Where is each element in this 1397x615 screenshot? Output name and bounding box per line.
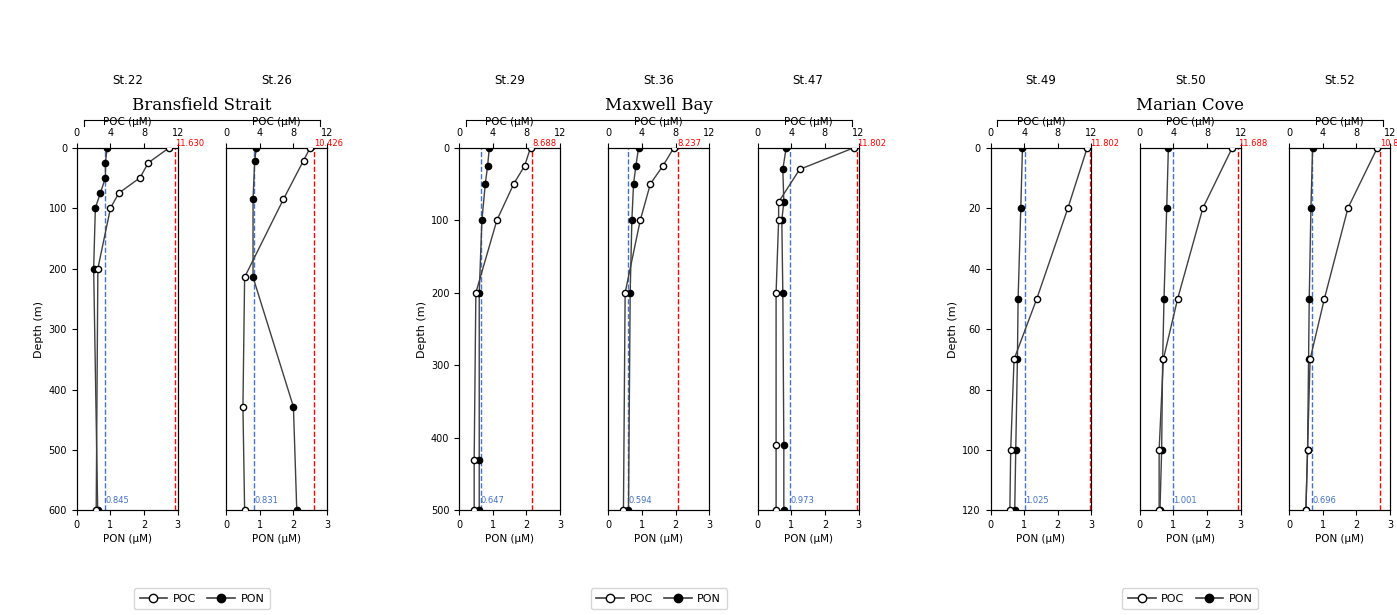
Legend: POC, PON: POC, PON	[591, 589, 726, 609]
Title: St.50: St.50	[1175, 74, 1206, 87]
X-axis label: POC (μM): POC (μM)	[253, 117, 300, 127]
Y-axis label: Depth (m): Depth (m)	[35, 301, 45, 357]
Text: Bransfield Strait: Bransfield Strait	[133, 97, 271, 114]
Text: 0.973: 0.973	[791, 496, 814, 505]
Text: 8.688: 8.688	[532, 138, 556, 148]
Legend: POC, PON: POC, PON	[1122, 589, 1259, 609]
X-axis label: PON (μM): PON (μM)	[103, 534, 152, 544]
Text: 0.845: 0.845	[105, 496, 129, 505]
X-axis label: POC (μM): POC (μM)	[784, 117, 833, 127]
Text: 0.831: 0.831	[254, 496, 278, 505]
Y-axis label: Depth (m): Depth (m)	[416, 301, 426, 357]
Text: 0.647: 0.647	[481, 496, 504, 505]
X-axis label: PON (μM): PON (μM)	[1165, 534, 1215, 544]
Text: 10.426: 10.426	[314, 138, 342, 148]
Text: 10.838: 10.838	[1380, 138, 1397, 148]
Text: 11.802: 11.802	[1090, 138, 1119, 148]
Text: 1.001: 1.001	[1173, 496, 1197, 505]
Text: 0.594: 0.594	[629, 496, 652, 505]
X-axis label: POC (μM): POC (μM)	[103, 117, 152, 127]
Text: 8.237: 8.237	[678, 138, 701, 148]
Text: 0.696: 0.696	[1312, 496, 1337, 505]
X-axis label: PON (μM): PON (μM)	[251, 534, 302, 544]
Text: 1.025: 1.025	[1025, 496, 1049, 505]
X-axis label: POC (μM): POC (μM)	[485, 117, 534, 127]
Text: 11.802: 11.802	[856, 138, 886, 148]
X-axis label: POC (μM): POC (μM)	[1017, 117, 1066, 127]
X-axis label: PON (μM): PON (μM)	[784, 534, 833, 544]
Title: St.52: St.52	[1324, 74, 1355, 87]
X-axis label: PON (μM): PON (μM)	[485, 534, 534, 544]
Text: 11.688: 11.688	[1238, 138, 1267, 148]
X-axis label: PON (μM): PON (μM)	[1315, 534, 1363, 544]
Text: Maxwell Bay: Maxwell Bay	[605, 97, 712, 114]
X-axis label: POC (μM): POC (μM)	[634, 117, 683, 127]
Y-axis label: Depth (m): Depth (m)	[949, 301, 958, 357]
Text: 11.630: 11.630	[175, 138, 204, 148]
Title: St.47: St.47	[792, 74, 823, 87]
Title: St.22: St.22	[112, 74, 142, 87]
X-axis label: PON (μM): PON (μM)	[634, 534, 683, 544]
Title: St.36: St.36	[644, 74, 675, 87]
Text: Marian Cove: Marian Cove	[1136, 97, 1245, 114]
X-axis label: POC (μM): POC (μM)	[1315, 117, 1363, 127]
Title: St.49: St.49	[1025, 74, 1056, 87]
X-axis label: POC (μM): POC (μM)	[1166, 117, 1214, 127]
X-axis label: PON (μM): PON (μM)	[1017, 534, 1066, 544]
Title: St.29: St.29	[495, 74, 525, 87]
Legend: POC, PON: POC, PON	[134, 589, 270, 609]
Title: St.26: St.26	[261, 74, 292, 87]
